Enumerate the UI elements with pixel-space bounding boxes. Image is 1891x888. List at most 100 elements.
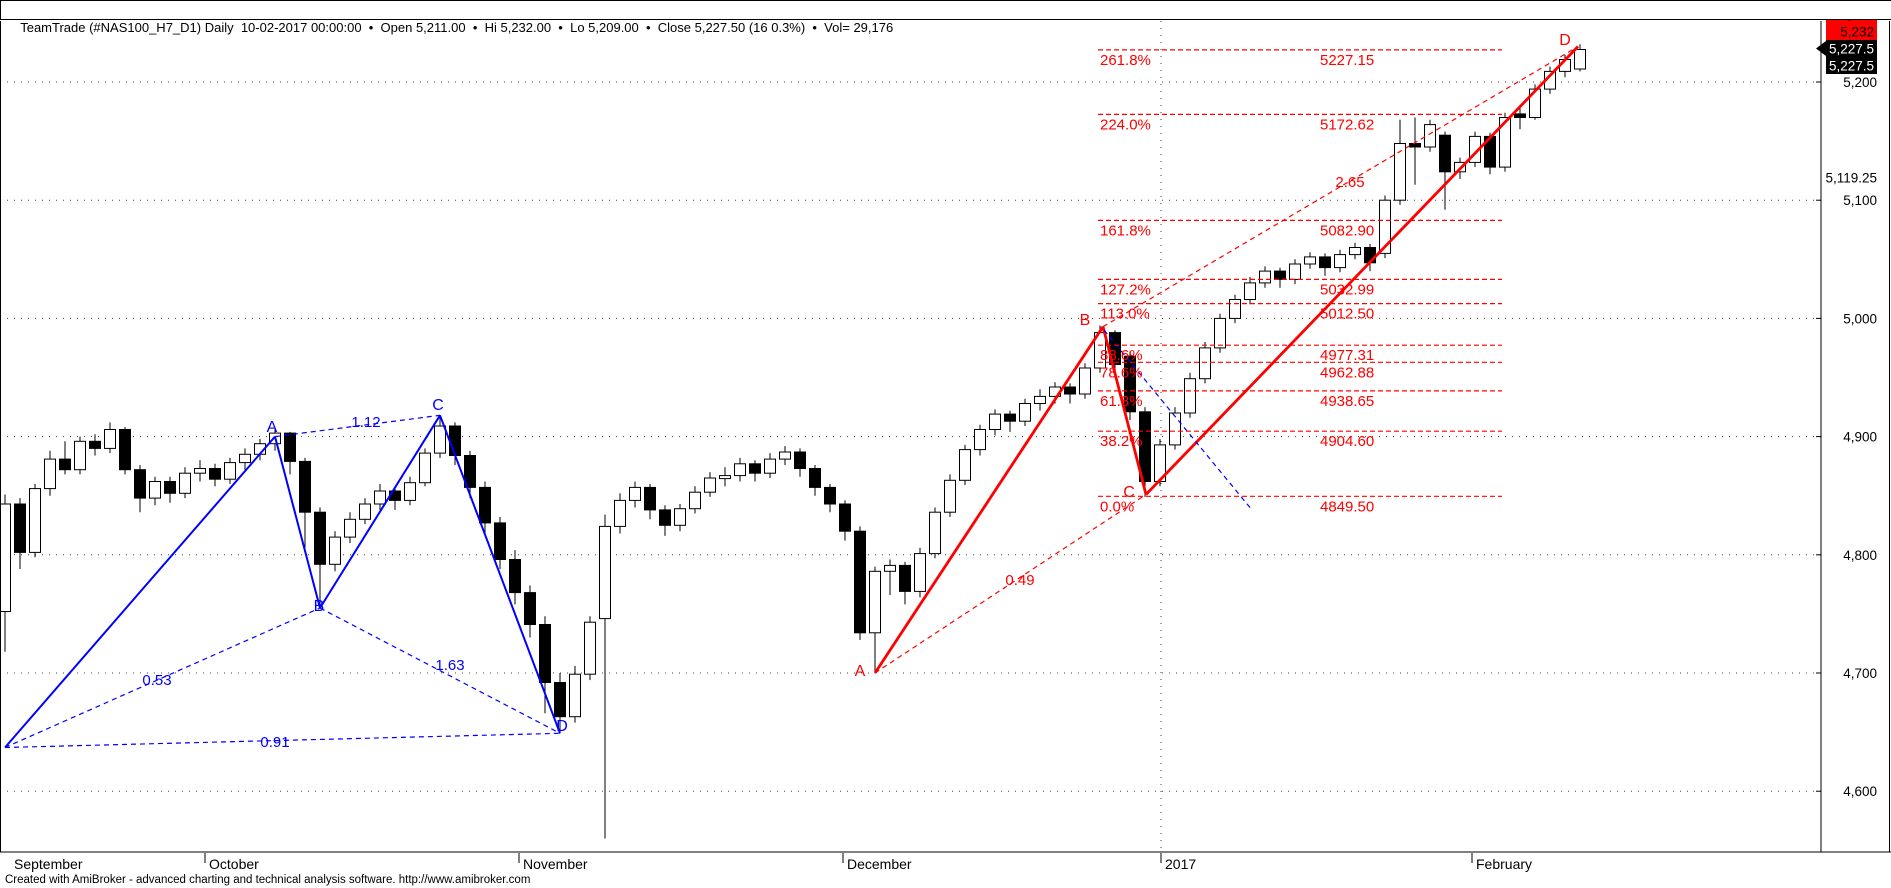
price-pointer-arrow xyxy=(1816,41,1826,56)
bearish-candle-body xyxy=(659,509,671,526)
bearish-candle-body xyxy=(839,503,851,532)
bullish-candle-body xyxy=(344,518,356,538)
bullish-candle-body xyxy=(104,429,116,449)
candle xyxy=(239,448,251,470)
bearish-candle-body xyxy=(554,682,566,718)
bullish-candle-body xyxy=(944,479,956,513)
bullish-candle-body xyxy=(359,503,371,520)
bullish-candle-body xyxy=(374,490,386,505)
candle xyxy=(614,493,626,534)
candle xyxy=(194,460,206,482)
bearish-candle-body xyxy=(1064,386,1076,395)
bullish-candle-body xyxy=(884,564,896,572)
candle xyxy=(794,448,806,477)
bullish-candle-body xyxy=(1334,254,1346,269)
bearish-candle-body xyxy=(59,458,71,471)
bullish-candle-body xyxy=(629,486,641,501)
bearish-candle-body xyxy=(1439,134,1451,173)
candle xyxy=(1229,294,1241,324)
bearish-candle-body xyxy=(164,481,176,494)
candle xyxy=(854,526,866,640)
bullish-candle-body xyxy=(959,449,971,481)
pattern-solid-leg xyxy=(4,435,276,749)
x-axis-month-label: November xyxy=(523,856,588,872)
pattern-dashed-leg xyxy=(4,732,561,749)
candle xyxy=(959,444,971,486)
bullish-candle-body xyxy=(1214,317,1226,349)
candle xyxy=(1169,407,1181,450)
fib-percent-label: 161.8% xyxy=(1100,222,1151,239)
bullish-candle-body xyxy=(1184,378,1196,414)
fib-percent-label: 0.0% xyxy=(1100,498,1134,515)
gridlines xyxy=(0,21,1821,852)
bearish-candle-body xyxy=(449,425,461,456)
fib-percent-label: 261.8% xyxy=(1100,52,1151,69)
candle xyxy=(569,665,581,723)
candle xyxy=(1214,313,1226,353)
candle xyxy=(14,498,26,569)
pattern-dashed-leg xyxy=(4,607,321,749)
y-axis[interactable]: 5,200 5,100 5,000 4,900 4,800 4,700 4,600 5,119… xyxy=(1816,75,1877,799)
y-tick-label: 5,100 xyxy=(1843,193,1877,208)
fib-percent-label: 224.0% xyxy=(1100,116,1151,133)
bullish-candle-body xyxy=(149,481,161,499)
bullish-candle-body xyxy=(1169,412,1181,446)
bearish-candle-body xyxy=(794,451,806,469)
bullish-candle-body xyxy=(1244,282,1256,300)
bullish-candle-body xyxy=(1229,299,1241,319)
bearish-candle-body xyxy=(209,468,221,480)
candle xyxy=(1319,253,1331,276)
candle xyxy=(1289,259,1301,285)
candle xyxy=(1124,351,1136,421)
bullish-candle-body xyxy=(674,508,686,526)
candle xyxy=(524,585,536,638)
bearish-candle-body xyxy=(539,624,551,683)
bearish-candle-body xyxy=(1139,411,1151,482)
candle xyxy=(494,517,506,569)
candle xyxy=(974,424,986,456)
candle xyxy=(809,465,821,496)
fib-percent-label: 127.2% xyxy=(1100,281,1151,298)
x-axis[interactable]: September October November December 2017 Febr… xyxy=(14,853,1532,872)
bearish-candle-body xyxy=(644,486,656,511)
bullish-candle-body xyxy=(74,440,86,471)
candle xyxy=(1259,266,1271,288)
pattern-point-label: D xyxy=(1559,32,1571,49)
candle xyxy=(419,448,431,487)
bearish-candle-body xyxy=(284,432,296,462)
candle xyxy=(509,550,521,605)
candles-layer[interactable] xyxy=(0,44,1586,839)
candle xyxy=(1184,372,1196,418)
fib-percent-label: 61.8% xyxy=(1100,393,1143,410)
candle xyxy=(1274,267,1286,288)
bearish-candle-body xyxy=(809,468,821,488)
candle xyxy=(1304,252,1316,269)
fib-value-label: 4977.31 xyxy=(1320,347,1374,364)
bullish-candle-body xyxy=(689,491,701,510)
fib-percent-label: 78.6% xyxy=(1100,364,1143,381)
candle xyxy=(914,547,926,598)
bearish-candle-body xyxy=(1319,256,1331,269)
bullish-candle-body xyxy=(1304,256,1316,265)
pattern-point-label: B xyxy=(1080,312,1091,329)
pattern-ratio-label: 2.65 xyxy=(1335,174,1364,191)
candle xyxy=(374,483,386,510)
fib-percent-label: 113.0% xyxy=(1100,306,1150,323)
candle xyxy=(764,453,776,478)
candle xyxy=(1064,383,1076,404)
bullish-candle-body xyxy=(779,451,791,460)
pattern-dashed-leg xyxy=(874,493,1147,674)
bearish-candle-body xyxy=(749,463,761,474)
candle xyxy=(989,409,1001,436)
bullish-candle-body xyxy=(224,462,236,480)
y-tick-label: 4,800 xyxy=(1843,548,1877,563)
fib-value-label: 4938.65 xyxy=(1320,393,1374,410)
candle xyxy=(1334,249,1346,273)
chart-title: TeamTrade (#NAS100_H7_D1) Daily 10-02-20… xyxy=(20,20,894,35)
candle xyxy=(29,483,41,558)
candle xyxy=(944,474,956,517)
bullish-candle-body xyxy=(44,458,56,490)
bearish-candle-body xyxy=(1514,113,1526,119)
candle xyxy=(1004,410,1016,432)
